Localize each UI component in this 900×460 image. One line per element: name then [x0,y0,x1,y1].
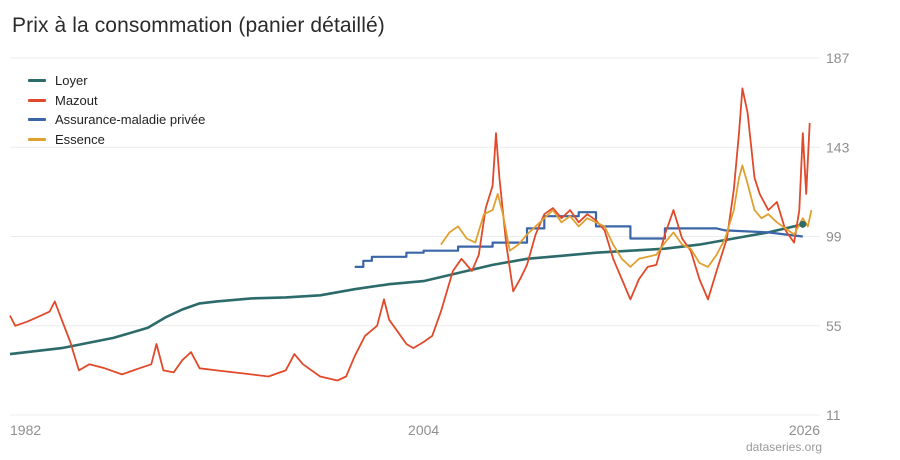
legend-item-essence[interactable]: Essence [28,130,205,150]
y-axis-ticks: 11 55 99 143 187 [826,50,850,423]
series-line-essence[interactable] [440,164,813,268]
endpoint-loyer [799,220,807,228]
legend-swatch-essence [28,137,46,141]
series-line-assurance-maladie-priv-e[interactable] [354,211,803,268]
y-tick-label: 143 [826,139,850,155]
source-credit: dataseries.org [745,440,822,454]
x-tick-label: 2026 [789,422,820,438]
legend-swatch-assurance-maladie [28,118,46,122]
legend-swatch-mazout [28,98,46,102]
x-tick-label: 1982 [10,422,41,438]
series-lines [9,87,813,382]
series-endpoints [799,220,807,228]
legend-swatch-loyer [28,79,46,83]
y-tick-label: 11 [826,407,841,423]
y-tick-label: 187 [826,50,850,66]
series-line-loyer[interactable] [9,223,804,356]
legend-label-assurance-maladie: Assurance-maladie privée [55,112,206,128]
legend: Loyer Mazout Assurance-maladie privée Es… [28,71,205,149]
legend-label-mazout: Mazout [55,92,98,108]
series-line-mazout[interactable] [9,87,811,382]
y-tick-label: 99 [826,229,842,245]
legend-item-assurance-maladie[interactable]: Assurance-maladie privée [28,110,205,130]
x-axis-ticks: 1982 2004 2026 [10,422,820,438]
x-tick-label: 2004 [408,422,439,438]
legend-label-essence: Essence [55,131,105,147]
legend-label-loyer: Loyer [55,73,88,89]
chart-title: Prix à la consommation (panier détaillé) [12,14,385,37]
grid-lines [10,57,820,416]
y-tick-label: 55 [826,318,842,334]
legend-item-mazout[interactable]: Mazout [28,91,205,111]
legend-item-loyer[interactable]: Loyer [28,71,205,91]
